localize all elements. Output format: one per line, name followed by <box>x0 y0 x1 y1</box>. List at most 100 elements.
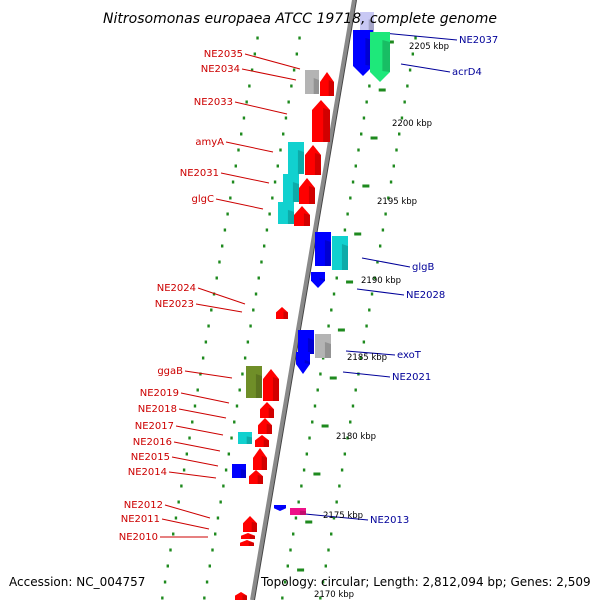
gene-ne2014-red <box>249 470 263 484</box>
tick-mark <box>289 548 292 552</box>
gene-label-ne2011: NE2011 <box>121 514 160 525</box>
scale-label: 2200 kbp <box>392 119 432 129</box>
gene-label-ne2021: NE2021 <box>392 372 431 383</box>
leader-line <box>241 68 297 81</box>
tick-mark <box>216 516 220 520</box>
tick-mark <box>354 388 357 392</box>
major-tick <box>297 568 305 572</box>
genome-backbone <box>250 0 357 600</box>
tick-mark <box>381 228 385 232</box>
tick-mark <box>219 500 222 504</box>
tick-mark <box>324 564 327 568</box>
tick-mark <box>292 532 295 536</box>
gene-ne2018-shade <box>266 423 272 434</box>
major-tick <box>370 136 378 140</box>
gene-ne2028-body <box>311 272 325 288</box>
tick-mark <box>218 260 221 264</box>
tick-mark <box>298 36 301 40</box>
map-title: Nitrosomonas europaea ATCC 19718, comple… <box>103 11 497 27</box>
tick-mark <box>226 212 229 216</box>
tick-mark <box>222 484 225 488</box>
gene-amya-shade <box>297 150 304 174</box>
tick-mark <box>212 292 216 296</box>
gene-ne2031 <box>283 174 299 202</box>
gene-label-ne2023: NE2023 <box>155 299 194 310</box>
tick-mark <box>384 212 387 216</box>
gene-ne2021-body <box>296 352 310 374</box>
tick-mark <box>403 100 406 104</box>
gene-label-ne2024: NE2024 <box>157 283 196 294</box>
gene-bottom-shade <box>242 594 247 600</box>
tick-mark <box>214 532 217 536</box>
leader-line <box>195 303 243 313</box>
gene-label-ne2019: NE2019 <box>140 388 179 399</box>
tick-mark <box>349 196 352 200</box>
leader-line <box>304 513 369 521</box>
tick-mark <box>321 580 325 584</box>
gene-label-ne2018: NE2018 <box>138 404 177 415</box>
backbone-line <box>250 0 356 600</box>
gene-ggab <box>246 366 262 398</box>
tick-mark <box>351 404 355 408</box>
gene-label-ne2016: NE2016 <box>133 437 172 448</box>
tick-mark <box>302 468 306 472</box>
leader-line <box>345 350 396 356</box>
gene-bottom <box>235 592 247 600</box>
tick-mark <box>313 404 317 408</box>
gene-ne2019-shade <box>268 407 274 418</box>
tick-mark <box>279 148 282 152</box>
gene-label-exot: exoT <box>397 350 422 361</box>
gene-label-ne2034: NE2034 <box>201 64 240 75</box>
scale-label: 2205 kbp <box>409 42 449 52</box>
tick-mark <box>252 308 255 312</box>
tick-mark <box>378 244 382 248</box>
gene-ne2013-magenta <box>290 508 306 515</box>
tick-mark <box>248 84 251 88</box>
gene-ne2017 <box>238 432 252 444</box>
tick-mark <box>297 500 300 504</box>
gene-ne2035 <box>305 70 319 94</box>
gene-ne2017-body <box>238 432 252 444</box>
tick-mark <box>231 180 235 184</box>
tick-mark <box>203 596 206 600</box>
gene-ne2021 <box>296 352 310 374</box>
gene-glgc-shade <box>287 209 294 224</box>
gene-ne2013-shade <box>281 507 286 509</box>
gene-label-ne2010: NE2010 <box>119 532 158 543</box>
gene-ne2015-body <box>253 448 267 470</box>
gene-ne2031-red-shade <box>308 186 315 204</box>
tick-mark <box>233 420 236 424</box>
gene-glgb-body <box>315 232 331 266</box>
tick-mark <box>204 340 208 344</box>
gene-ne2033-shade <box>323 108 330 142</box>
tick-mark <box>205 580 209 584</box>
leader-line <box>175 425 224 436</box>
leader-line <box>178 408 227 419</box>
gene-ne2037-faint <box>360 12 374 32</box>
tick-mark <box>273 180 277 184</box>
gene-label-ne2015: NE2015 <box>131 452 170 463</box>
tick-mark <box>207 324 210 328</box>
tick-mark <box>319 372 322 376</box>
tick-mark <box>182 468 186 472</box>
gene-ne2035-shade <box>313 78 319 94</box>
gene-exot-body <box>298 330 314 354</box>
tick-mark <box>235 404 239 408</box>
tick-mark <box>395 148 398 152</box>
tick-mark <box>238 388 241 392</box>
major-tick <box>386 40 394 44</box>
tick-mark <box>411 52 415 56</box>
tick-mark <box>256 36 259 40</box>
tick-mark <box>359 356 363 360</box>
gene-features <box>232 12 390 600</box>
tick-mark <box>346 436 349 440</box>
tick-mark <box>387 196 390 200</box>
leader-line <box>184 370 233 379</box>
gene-acrd4-body <box>370 32 390 82</box>
tick-mark <box>360 132 363 136</box>
tick-mark <box>265 228 269 232</box>
gene-ne2031-body <box>283 174 299 202</box>
tick-mark <box>223 228 227 232</box>
